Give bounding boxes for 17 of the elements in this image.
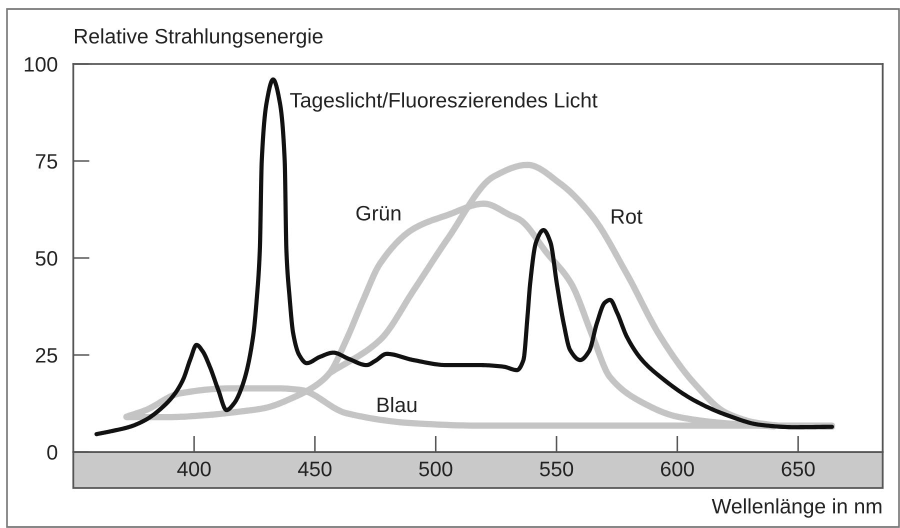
series-label: Blau [378, 396, 416, 412]
x-tick-label: 550 [540, 462, 574, 476]
x-tick-label: 500 [419, 462, 452, 476]
y-tick-label: 75 [36, 154, 58, 169]
y-tick-label: 100 [24, 57, 58, 72]
y-tick-label: 25 [36, 348, 58, 363]
y-tick-label: 0 [47, 445, 58, 460]
x-tick-label: 400 [177, 462, 211, 476]
series-label: Grün [356, 206, 400, 221]
y-tick-label: 50 [36, 251, 58, 266]
x-axis-title: Wellenlänge in nm [712, 498, 882, 518]
series-label: Rot [612, 209, 642, 224]
y-axis-title: Relative Strahlungsenergie [75, 28, 323, 48]
x-tick-label: 650 [782, 462, 815, 476]
x-tick-label: 600 [661, 462, 694, 476]
series-label: Tageslicht/Fluoreszierendes Licht [290, 92, 598, 112]
x-tick-label: 450 [298, 462, 332, 476]
